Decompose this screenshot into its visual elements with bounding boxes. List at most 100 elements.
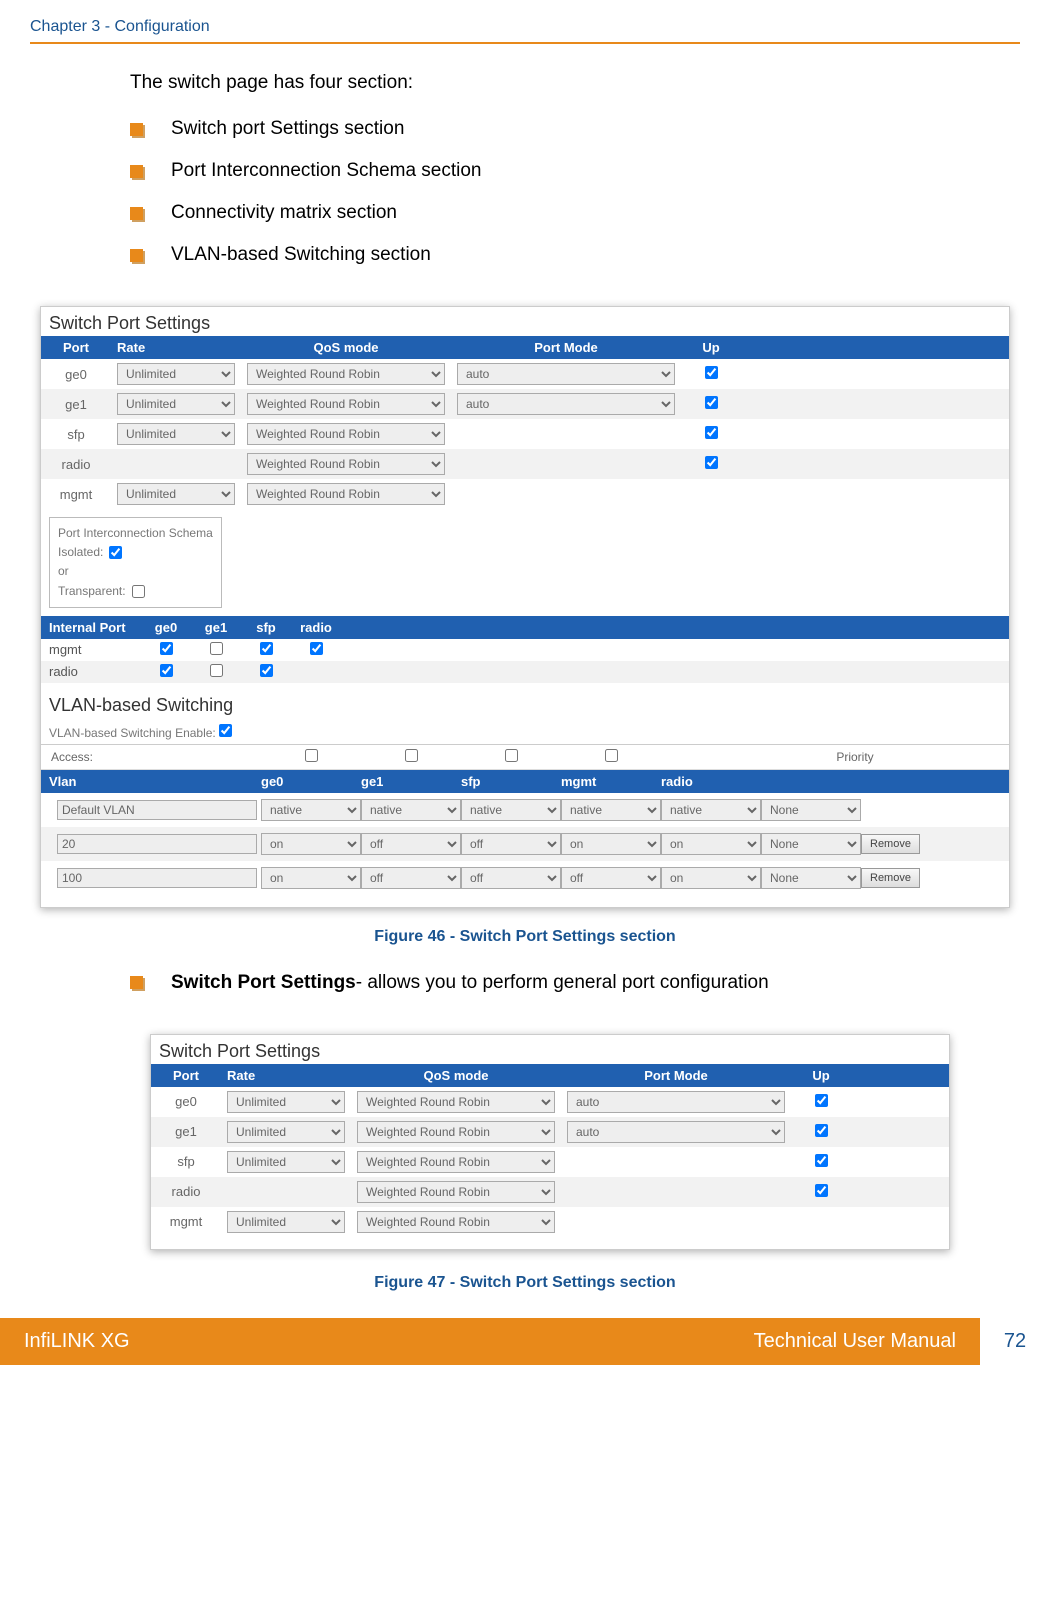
- vlan-priority-select[interactable]: None: [761, 799, 861, 821]
- table-row: ge0 Unlimited Weighted Round Robin auto: [151, 1087, 949, 1117]
- vlan-enable-checkbox[interactable]: [219, 724, 232, 737]
- table-row: mgmt Unlimited Weighted Round Robin: [151, 1207, 949, 1237]
- conn-row: radio: [41, 661, 1009, 683]
- qos-select[interactable]: Weighted Round Robin: [357, 1211, 555, 1233]
- vlan-header: Vlan ge0 ge1 sfp mgmt radio: [41, 770, 1009, 793]
- vlan-mode-select[interactable]: native: [361, 799, 461, 821]
- up-checkbox[interactable]: [705, 366, 718, 379]
- transparent-checkbox[interactable]: [132, 585, 145, 598]
- footer-bar: InfiLINK XG Technical User Manual: [0, 1318, 980, 1365]
- rate-select[interactable]: Unlimited: [117, 483, 235, 505]
- vlan-col: ge1: [361, 770, 461, 793]
- rate-select[interactable]: Unlimited: [227, 1211, 345, 1233]
- vlan-col: ge0: [261, 770, 361, 793]
- qos-select[interactable]: Weighted Round Robin: [247, 423, 445, 445]
- vlan-mode-select[interactable]: native: [261, 799, 361, 821]
- conn-checkbox[interactable]: [160, 664, 173, 677]
- conn-checkbox[interactable]: [260, 664, 273, 677]
- table-row: radio Weighted Round Robin: [151, 1177, 949, 1207]
- rate-select[interactable]: Unlimited: [117, 423, 235, 445]
- rate-select[interactable]: Unlimited: [227, 1151, 345, 1173]
- portmode-select[interactable]: auto: [457, 393, 675, 415]
- qos-select[interactable]: Weighted Round Robin: [357, 1121, 555, 1143]
- up-checkbox[interactable]: [705, 396, 718, 409]
- vlan-mode-select[interactable]: off: [561, 867, 661, 889]
- up-checkbox[interactable]: [815, 1094, 828, 1107]
- bullet-text: Connectivity matrix section: [171, 202, 397, 224]
- list-item: Connectivity matrix section: [130, 202, 1020, 224]
- vlan-mode-select[interactable]: on: [661, 867, 761, 889]
- qos-select[interactable]: Weighted Round Robin: [247, 453, 445, 475]
- vlan-title: VLAN-based Switching: [41, 683, 1009, 720]
- conn-row-label: mgmt: [41, 639, 141, 661]
- vlan-mode-select[interactable]: on: [261, 867, 361, 889]
- conn-checkbox[interactable]: [160, 642, 173, 655]
- vlan-mode-select[interactable]: on: [261, 833, 361, 855]
- vlan-mode-select[interactable]: off: [461, 833, 561, 855]
- conn-row-label: radio: [41, 661, 141, 683]
- table-row: ge1 Unlimited Weighted Round Robin auto: [41, 389, 1009, 419]
- access-checkbox[interactable]: [605, 749, 618, 762]
- portmode-select[interactable]: auto: [457, 363, 675, 385]
- port-label: mgmt: [41, 483, 111, 506]
- col-pmode: Port Mode: [451, 336, 681, 359]
- vlan-col: radio: [661, 770, 761, 793]
- portmode-select[interactable]: auto: [567, 1121, 785, 1143]
- qos-select[interactable]: Weighted Round Robin: [247, 483, 445, 505]
- port-label: radio: [151, 1180, 221, 1203]
- vlan-row: on off off on on None Remove: [41, 827, 1009, 861]
- footer: InfiLINK XG Technical User Manual 72: [0, 1318, 1050, 1365]
- figure-caption: Figure 46 - Switch Port Settings section: [30, 928, 1020, 946]
- vlan-mode-select[interactable]: off: [461, 867, 561, 889]
- transparent-label: Transparent:: [58, 582, 126, 601]
- vlan-mode-select[interactable]: native: [461, 799, 561, 821]
- bullet-text: Port Interconnection Schema section: [171, 160, 482, 182]
- vlan-mode-select[interactable]: on: [561, 833, 661, 855]
- access-checkbox[interactable]: [305, 749, 318, 762]
- remove-button[interactable]: Remove: [861, 834, 920, 854]
- up-checkbox[interactable]: [705, 456, 718, 469]
- col-port: Port: [151, 1064, 221, 1087]
- col-rate: Rate: [221, 1064, 351, 1087]
- header-rule: [30, 42, 1020, 44]
- figure-caption: Figure 47 - Switch Port Settings section: [30, 1274, 1020, 1292]
- vlan-name-input[interactable]: [57, 834, 257, 854]
- vlan-mode-select[interactable]: off: [361, 833, 461, 855]
- conn-checkbox[interactable]: [210, 642, 223, 655]
- vlan-priority-select[interactable]: None: [761, 867, 861, 889]
- vlan-name-input[interactable]: [57, 800, 257, 820]
- up-checkbox[interactable]: [815, 1124, 828, 1137]
- rate-select[interactable]: Unlimited: [227, 1121, 345, 1143]
- footer-right: Technical User Manual: [754, 1330, 956, 1353]
- col-qos: QoS mode: [241, 336, 451, 359]
- conn-checkbox[interactable]: [260, 642, 273, 655]
- qos-select[interactable]: Weighted Round Robin: [247, 363, 445, 385]
- access-checkbox[interactable]: [505, 749, 518, 762]
- isolated-checkbox[interactable]: [109, 546, 122, 559]
- vlan-priority-select[interactable]: None: [761, 833, 861, 855]
- vlan-name-input[interactable]: [57, 868, 257, 888]
- bullet-text: Switch port Settings section: [171, 118, 404, 140]
- rate-select[interactable]: Unlimited: [117, 393, 235, 415]
- port-label: ge1: [41, 393, 111, 416]
- access-checkbox[interactable]: [405, 749, 418, 762]
- vlan-mode-select[interactable]: native: [661, 799, 761, 821]
- remove-button[interactable]: Remove: [861, 868, 920, 888]
- conn-checkbox[interactable]: [210, 664, 223, 677]
- vlan-mode-select[interactable]: off: [361, 867, 461, 889]
- qos-select[interactable]: Weighted Round Robin: [357, 1091, 555, 1113]
- qos-select[interactable]: Weighted Round Robin: [357, 1181, 555, 1203]
- up-checkbox[interactable]: [705, 426, 718, 439]
- portmode-select[interactable]: auto: [567, 1091, 785, 1113]
- conn-checkbox[interactable]: [310, 642, 323, 655]
- table-header: Port Rate QoS mode Port Mode Up: [41, 336, 1009, 359]
- vlan-mode-select[interactable]: on: [661, 833, 761, 855]
- qos-select[interactable]: Weighted Round Robin: [357, 1151, 555, 1173]
- qos-select[interactable]: Weighted Round Robin: [247, 393, 445, 415]
- vlan-mode-select[interactable]: native: [561, 799, 661, 821]
- rate-select[interactable]: Unlimited: [117, 363, 235, 385]
- rate-select[interactable]: Unlimited: [227, 1091, 345, 1113]
- up-checkbox[interactable]: [815, 1184, 828, 1197]
- priority-label: Priority: [761, 750, 1009, 764]
- up-checkbox[interactable]: [815, 1154, 828, 1167]
